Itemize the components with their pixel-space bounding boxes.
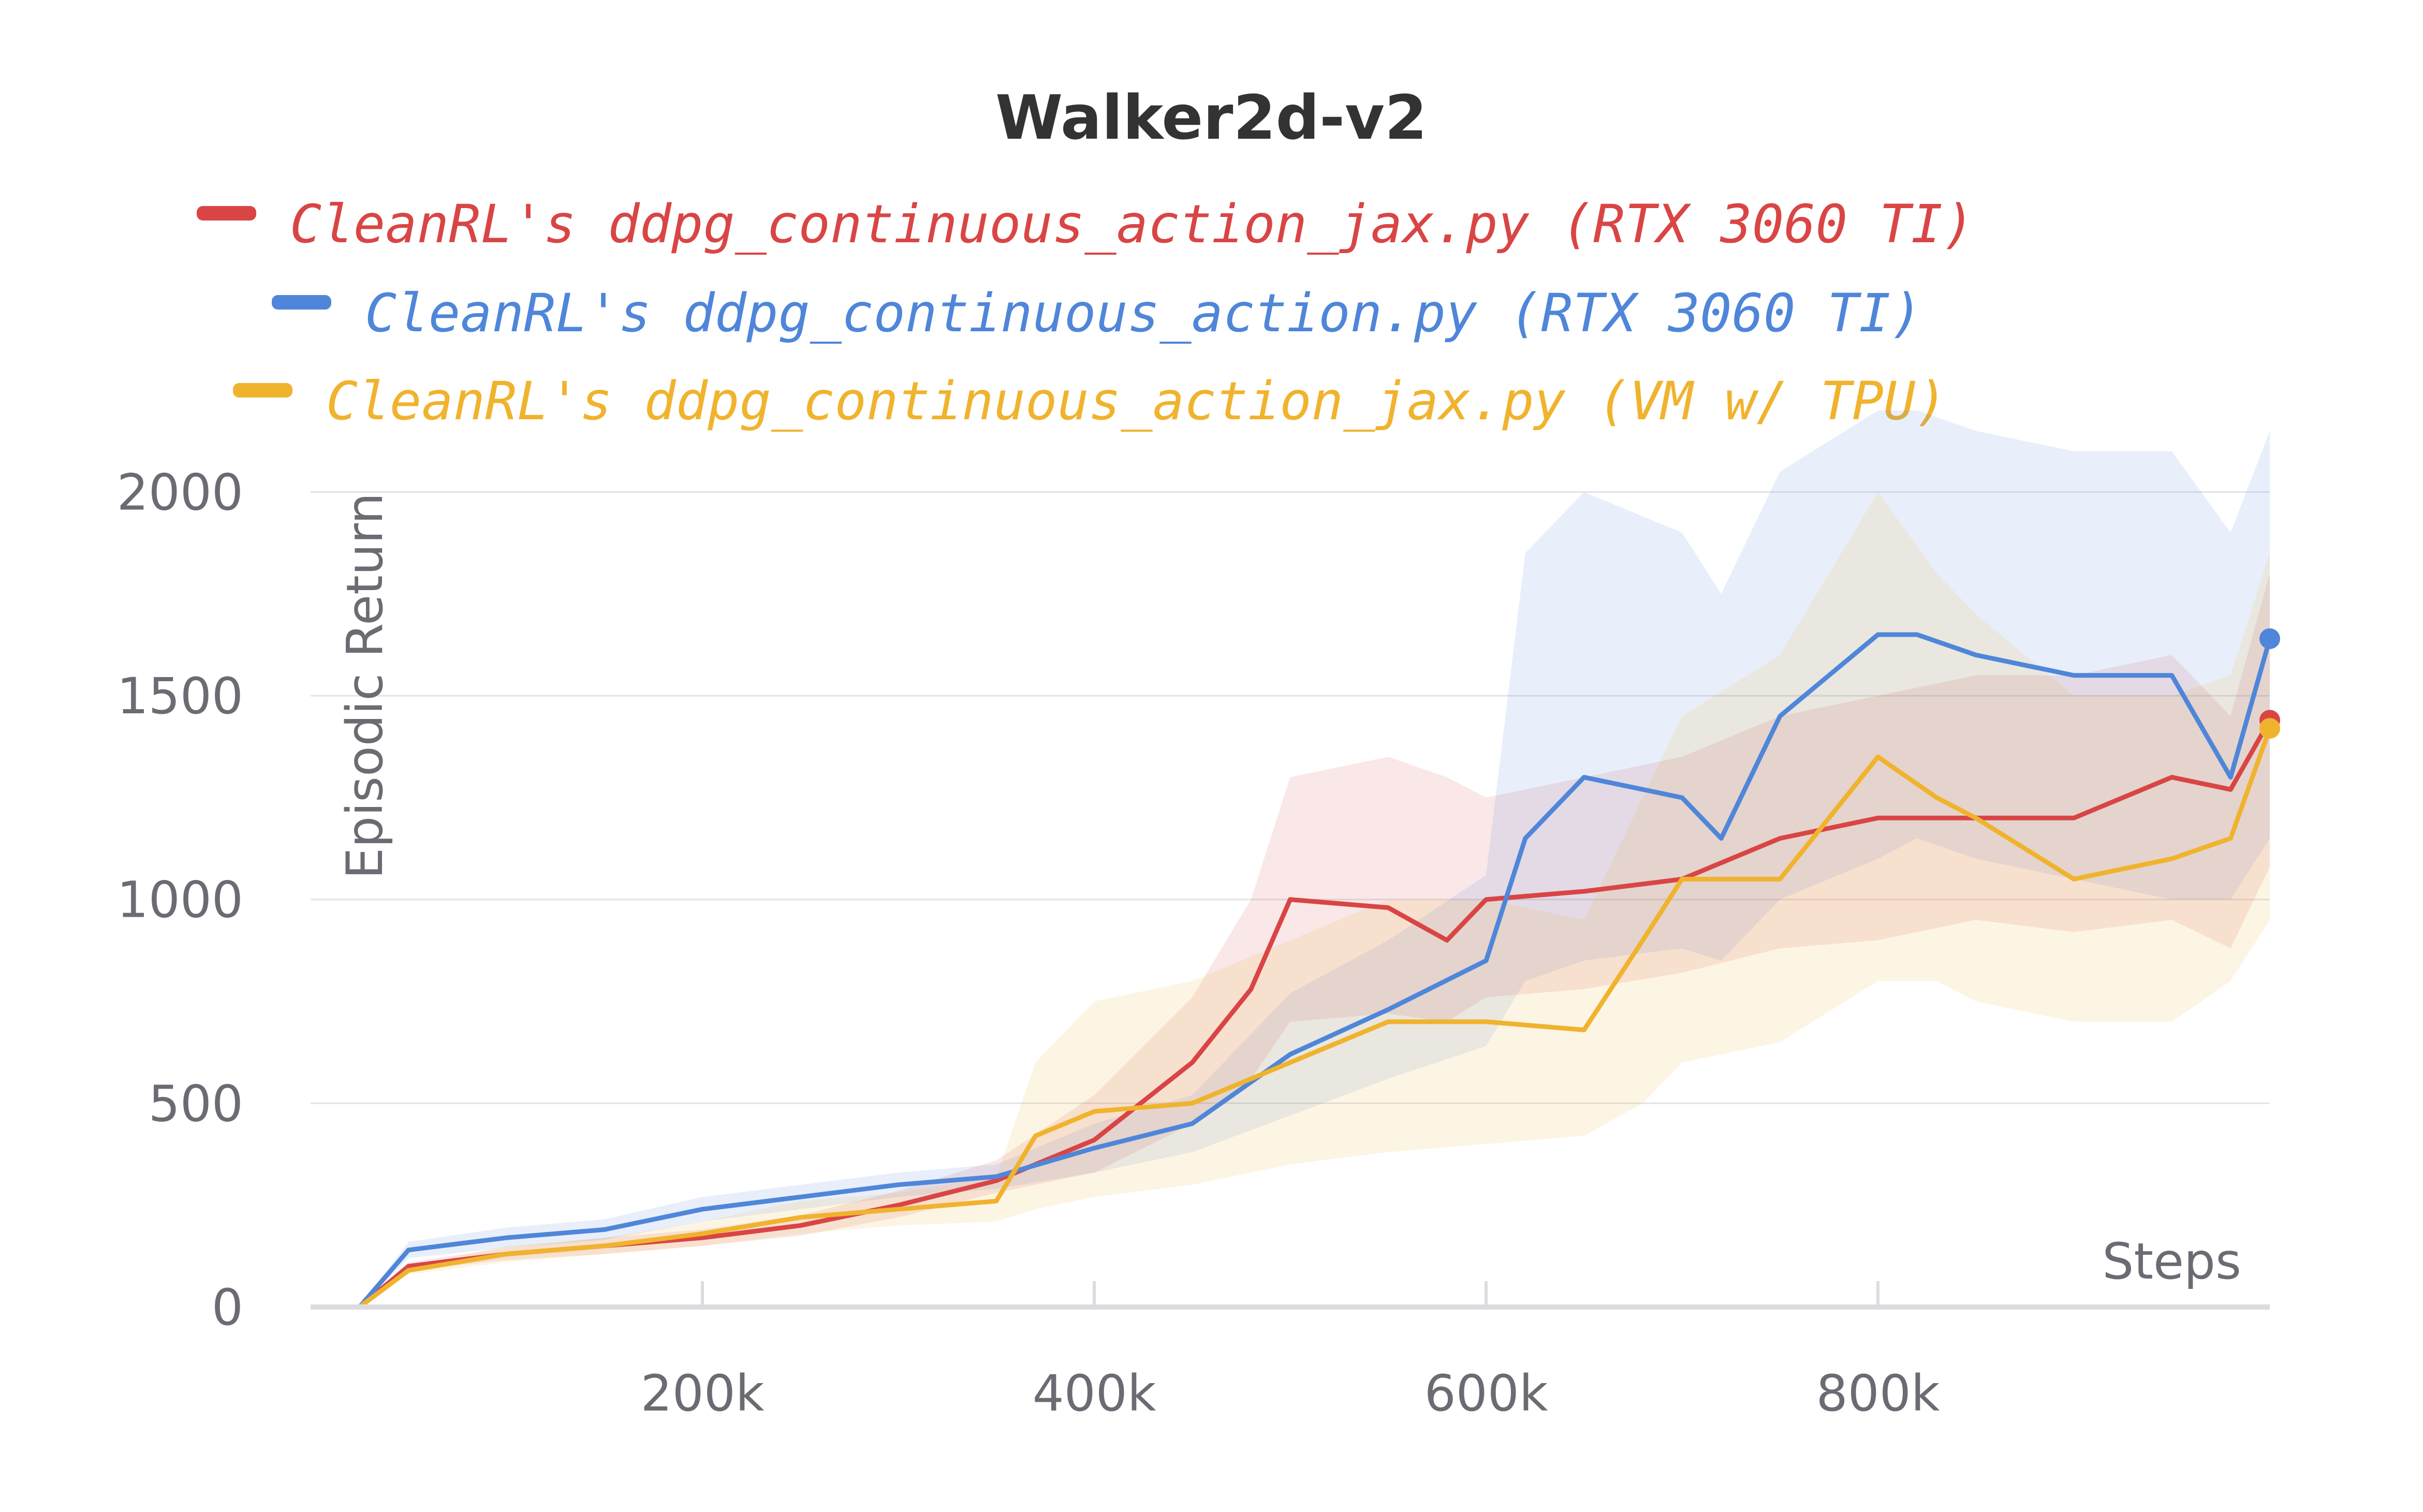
y-axis-label: Episodic Return bbox=[336, 493, 394, 879]
confidence-bands bbox=[359, 410, 2270, 1307]
y-tick-label: 1500 bbox=[117, 667, 243, 725]
legend-item-jax-rtx[interactable]: CleanRL's ddpg_continuous_action_jax.py … bbox=[197, 194, 1975, 255]
legend-item-jax-tpu[interactable]: CleanRL's ddpg_continuous_action_jax.py … bbox=[233, 371, 1947, 432]
legend-swatch-jax-tpu bbox=[233, 383, 292, 398]
chart-title: Walker2d-v2 bbox=[995, 82, 1427, 153]
band-jax-tpu bbox=[359, 492, 2270, 1307]
x-tick-label: 400k bbox=[1033, 1364, 1156, 1422]
end-point-pytorch-rtx[interactable] bbox=[2259, 628, 2280, 649]
legend-label-pytorch-rtx: CleanRL's ddpg_continuous_action.py (RTX… bbox=[365, 283, 1922, 344]
line-pytorch-rtx[interactable] bbox=[357, 632, 2272, 1310]
grid-lines bbox=[311, 491, 2270, 1104]
y-tick-label: 0 bbox=[212, 1279, 243, 1337]
x-axis-label: Steps bbox=[2102, 1232, 2241, 1290]
legend-swatch-jax-rtx bbox=[197, 206, 256, 221]
legend-label-jax-rtx: CleanRL's ddpg_continuous_action_jax.py … bbox=[290, 194, 1975, 255]
end-point-jax-tpu[interactable] bbox=[2259, 718, 2280, 739]
y-tick-label: 500 bbox=[149, 1075, 243, 1133]
line-jax-rtx[interactable] bbox=[357, 717, 2272, 1310]
line-jax-tpu[interactable] bbox=[357, 726, 2272, 1310]
y-tick-label: 1000 bbox=[117, 871, 243, 929]
band-jax-rtx bbox=[359, 573, 2270, 1307]
x-tick-label: 800k bbox=[1816, 1364, 1940, 1422]
x-tick-label: 600k bbox=[1425, 1364, 1548, 1422]
x-tick-label: 200k bbox=[641, 1364, 765, 1422]
legend: CleanRL's ddpg_continuous_action_jax.py … bbox=[197, 194, 1975, 432]
legend-item-pytorch-rtx[interactable]: CleanRL's ddpg_continuous_action.py (RTX… bbox=[272, 283, 1922, 344]
band-pytorch-rtx bbox=[359, 410, 2270, 1307]
legend-label-jax-tpu: CleanRL's ddpg_continuous_action_jax.py … bbox=[326, 371, 1947, 432]
legend-swatch-pytorch-rtx bbox=[272, 295, 331, 310]
axes: 0 500 1000 1500 2000 200k 400k 600k 800k bbox=[117, 463, 2270, 1422]
series-lines bbox=[357, 628, 2280, 1310]
y-tick-label: 2000 bbox=[117, 463, 243, 521]
